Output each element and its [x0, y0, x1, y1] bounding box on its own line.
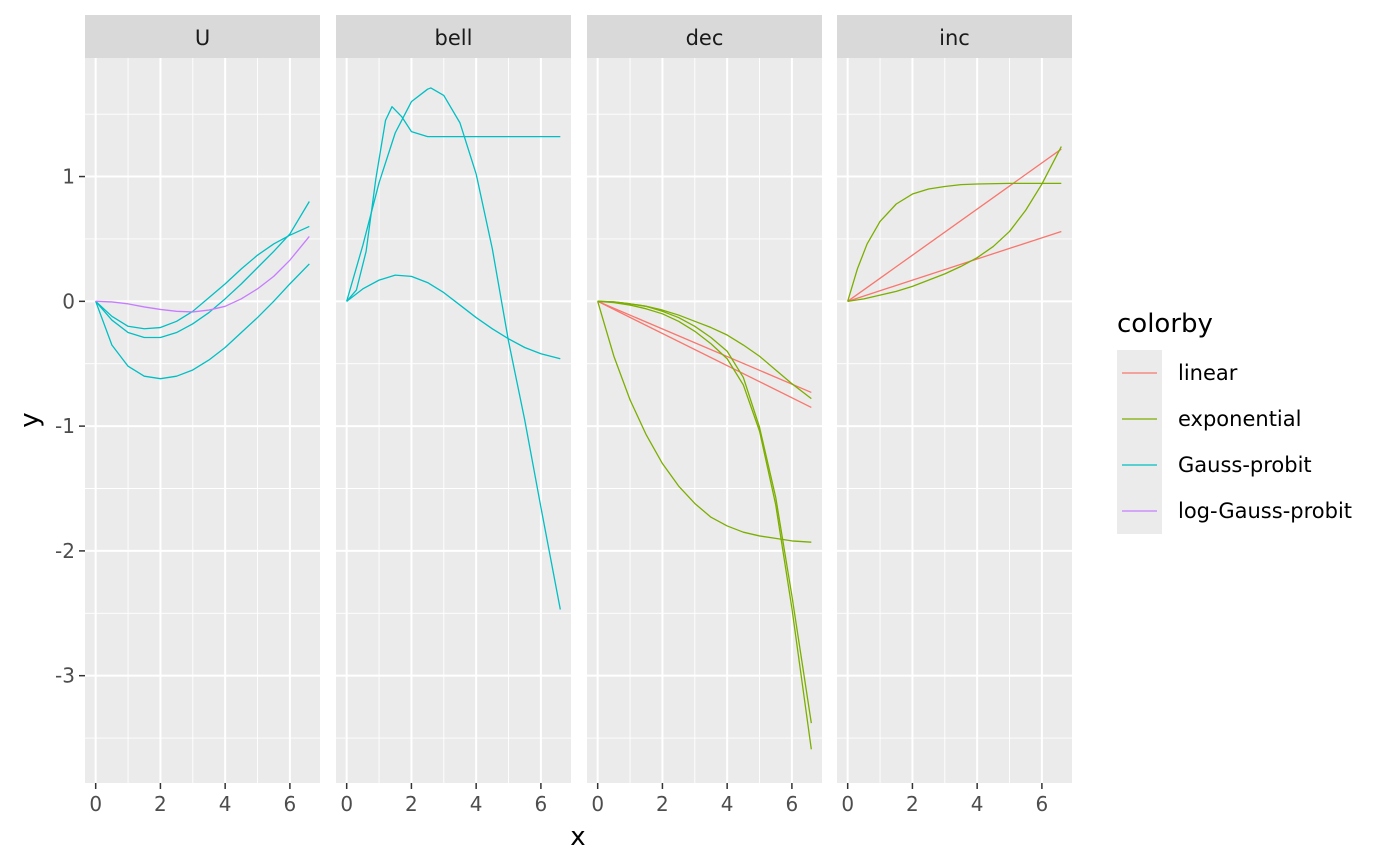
x-tick-label: 2 [906, 792, 919, 816]
facet-panel-inc: inc [837, 15, 1072, 783]
y-axis: 1 0 -1 -2 -3 [55, 165, 85, 688]
facet-panel-U: U [85, 15, 320, 783]
facet-panel-dec: dec [587, 15, 822, 783]
series-line-U-0 [95, 263, 310, 380]
y-tick-label: -1 [55, 414, 75, 438]
legend: colorby linear exponential Gauss-probit log… [1117, 309, 1352, 534]
series-line-inc-15 [847, 182, 1062, 302]
y-tick-label: -3 [55, 664, 75, 688]
series-line-dec-9 [597, 301, 812, 543]
facet-strip-label: U [195, 26, 210, 50]
x-axis-title: x [570, 822, 585, 852]
x-tick-label: 0 [841, 792, 854, 816]
x-tick-label: 4 [971, 792, 984, 816]
facet-strip [837, 15, 1072, 58]
series-line-bell-6 [346, 87, 561, 610]
series-line-dec-7 [597, 300, 812, 408]
x-tick-label: 2 [154, 792, 167, 816]
x-tick-label: 0 [89, 792, 102, 816]
series-line-dec-11 [597, 300, 812, 750]
x-tick-label: 6 [535, 792, 548, 816]
x-tick-label: 0 [591, 792, 604, 816]
legend-entry-Gauss-probit: Gauss-probit [1117, 442, 1312, 488]
panel-background [336, 58, 571, 783]
legend-label: linear [1178, 361, 1238, 385]
legend-label: log-Gauss-probit [1178, 499, 1352, 523]
panel-background [587, 58, 822, 783]
panel-background [837, 58, 1072, 783]
series-line-inc-16 [847, 146, 1062, 302]
series-line-bell-5 [346, 106, 561, 302]
series-line-bell-4 [346, 274, 561, 360]
facet-strip-label: dec [686, 26, 724, 50]
series-line-inc-14 [847, 230, 1062, 302]
x-tick-label: 2 [656, 792, 669, 816]
facet-panel-bell: bell [336, 15, 571, 783]
facet-strip [587, 15, 822, 58]
x-tick-label: 6 [786, 792, 799, 816]
series-line-inc-13 [847, 148, 1062, 302]
y-tick-label: 1 [62, 165, 75, 189]
legend-label: Gauss-probit [1178, 453, 1312, 477]
x-tick-label: 6 [1036, 792, 1049, 816]
legend-entry-log-Gauss-probit: log-Gauss-probit [1117, 488, 1352, 534]
y-axis-title: y [15, 412, 45, 427]
y-tick-label: -2 [55, 539, 75, 563]
x-tick-label: 0 [340, 792, 353, 816]
facet-strip-label: inc [939, 26, 970, 50]
x-tick-label: 4 [219, 792, 232, 816]
facet-strip [85, 15, 320, 58]
x-axis: 0 2 4 6 0 2 4 6 0 2 4 6 0 2 4 6 [89, 783, 1048, 816]
x-tick-label: 6 [284, 792, 297, 816]
legend-label: exponential [1178, 407, 1301, 431]
y-tick-label: 0 [62, 289, 75, 313]
series-line-U-2 [95, 225, 310, 330]
x-tick-label: 4 [721, 792, 734, 816]
series-line-dec-12 [597, 300, 812, 400]
legend-title: colorby [1117, 309, 1213, 339]
facet-strip [336, 15, 571, 58]
x-tick-label: 2 [405, 792, 418, 816]
series-line-dec-8 [597, 300, 812, 394]
series-line-U-3 [95, 236, 310, 313]
x-tick-label: 4 [470, 792, 483, 816]
legend-entry-exponential: exponential [1117, 396, 1301, 442]
series-line-U-1 [95, 201, 310, 339]
panel-background [85, 58, 320, 783]
legend-entry-linear: linear [1117, 350, 1238, 396]
facet-strip-label: bell [435, 26, 473, 50]
